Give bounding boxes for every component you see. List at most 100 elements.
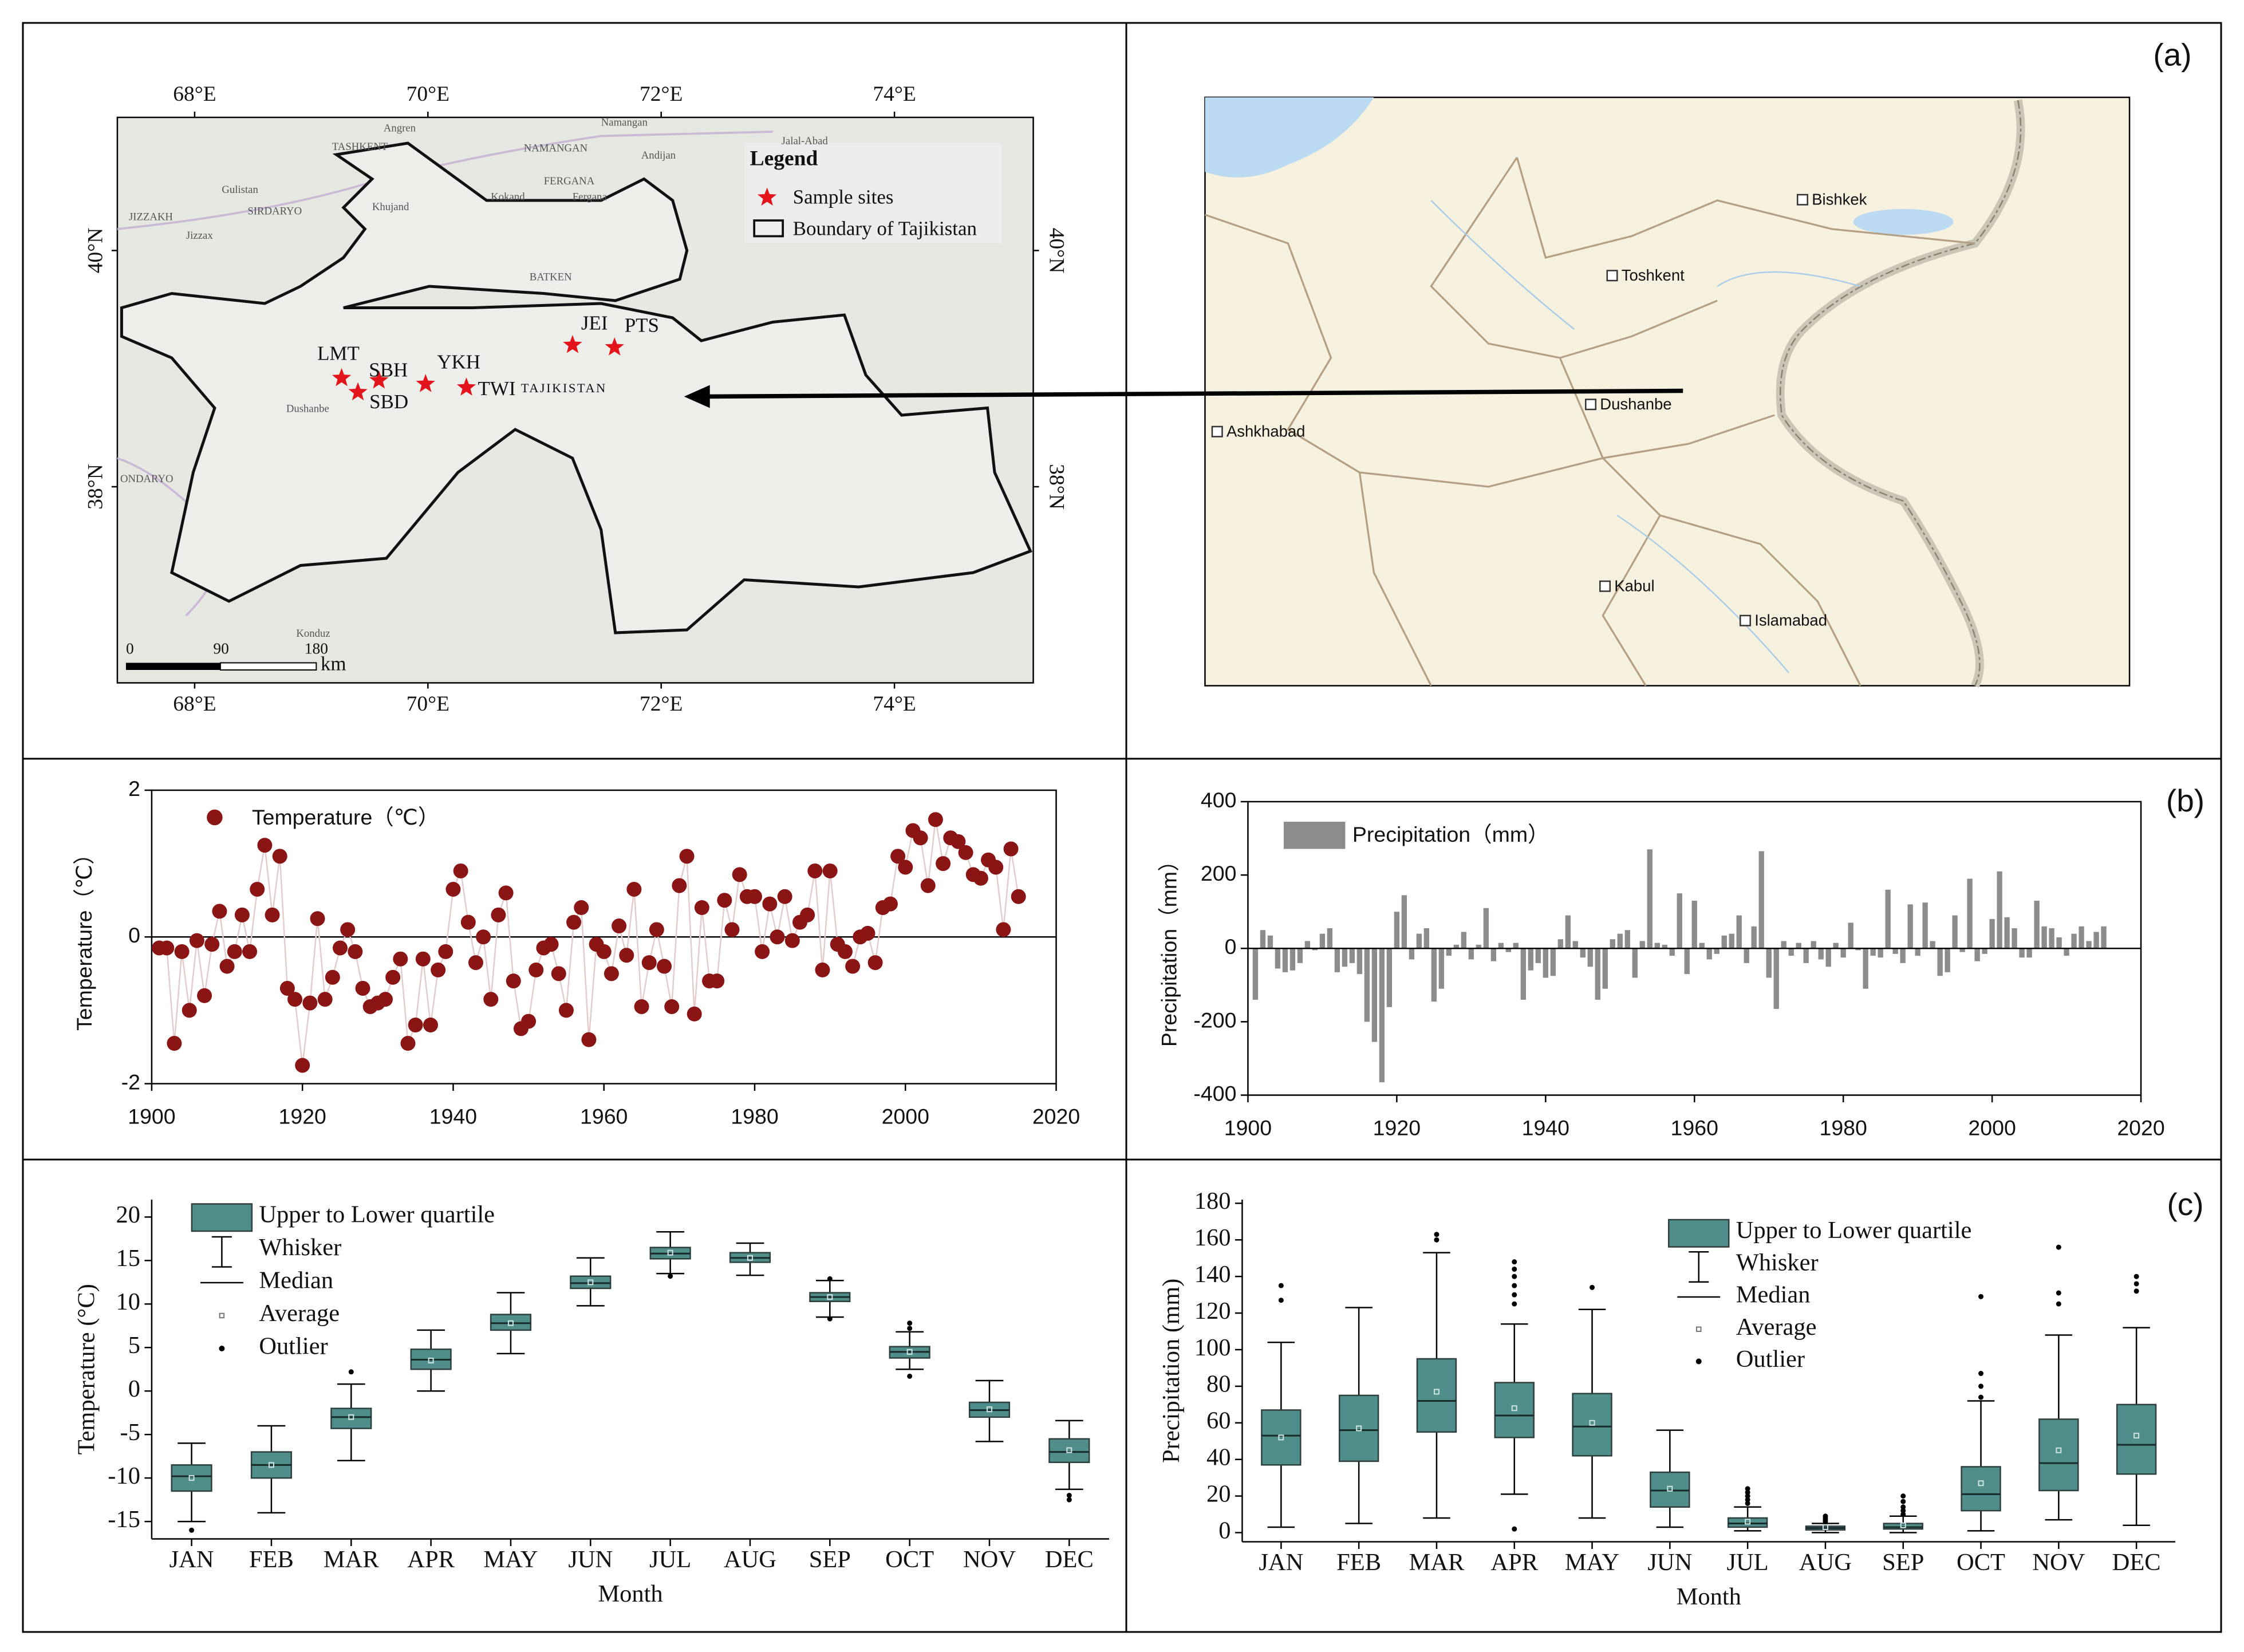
legend-swatch — [191, 1203, 253, 1232]
y-tick-label: -5 — [120, 1419, 140, 1446]
data-point — [641, 955, 657, 971]
mean — [188, 1475, 195, 1481]
arrow — [704, 388, 1683, 399]
bar — [1610, 939, 1615, 949]
y-axis-label: Temperature (°C) — [73, 1284, 100, 1454]
legend-label: Upper to Lower quartile — [1736, 1217, 1972, 1244]
panel-label: (c) — [2167, 1186, 2203, 1222]
bar — [2019, 948, 2025, 958]
outlier — [1512, 1283, 1517, 1288]
bar — [1565, 915, 1571, 949]
data-point — [242, 944, 258, 959]
x-tick-label: SEP — [809, 1546, 851, 1573]
legend-title: Legend — [750, 147, 818, 171]
bar — [1982, 948, 1987, 954]
bar — [1260, 930, 1266, 949]
data-point — [672, 878, 687, 893]
data-point — [438, 944, 453, 959]
bar — [1528, 948, 1533, 971]
mean — [1978, 1480, 1984, 1487]
place-label: Khujand — [372, 201, 409, 213]
bar — [1744, 948, 1749, 963]
mean — [507, 1320, 514, 1326]
outlier — [1900, 1512, 1906, 1517]
box — [1338, 1394, 1379, 1462]
mean — [1278, 1434, 1284, 1441]
city-marker — [1739, 614, 1751, 626]
bar — [2101, 926, 2107, 949]
y-tick-label: 20 — [116, 1201, 140, 1228]
place-label: ONDARYO — [120, 473, 173, 485]
chart: -400 -200 0 200 400 1900 1920 1940 1960 1980 2000 2… — [1157, 788, 2164, 1140]
box — [490, 1314, 532, 1331]
place-label: Angren — [384, 122, 416, 134]
bar — [1632, 948, 1638, 978]
bar — [1892, 948, 1898, 954]
mean — [1511, 1405, 1517, 1412]
bar — [1379, 948, 1385, 1083]
outlier — [1512, 1526, 1517, 1532]
legend-swatch — [1668, 1219, 1730, 1248]
x-tick-label: JUN — [1647, 1549, 1692, 1576]
border-line — [117, 131, 773, 230]
bar — [1736, 915, 1742, 949]
lon-tick-label: 68°E — [173, 692, 216, 716]
data-point — [385, 969, 401, 985]
x-tick-label: MAR — [324, 1546, 379, 1573]
bar — [1654, 943, 1660, 949]
data-point — [890, 849, 906, 864]
outlier — [1745, 1493, 1750, 1499]
box — [330, 1407, 372, 1429]
legend-label: Outlier — [1736, 1346, 1805, 1373]
outlier — [1066, 1493, 1072, 1499]
data-point — [920, 878, 936, 893]
outlier — [907, 1326, 913, 1331]
data-point — [747, 889, 762, 904]
outlier — [1278, 1283, 1284, 1288]
place-label: Andijan — [641, 149, 676, 161]
scale-tick-label: 180 — [305, 640, 328, 657]
legend-star — [758, 187, 777, 206]
box — [1961, 1466, 2001, 1512]
bar — [1729, 933, 1734, 949]
bar — [1543, 948, 1548, 978]
legend-outlier — [219, 1346, 225, 1351]
data-point — [928, 812, 943, 827]
bar — [2086, 941, 2092, 949]
x-tick-label: 1900 — [128, 1104, 175, 1128]
data-point — [958, 845, 973, 860]
data-point — [762, 896, 778, 912]
y-tick-label: 0 — [1218, 1517, 1231, 1544]
bar — [1870, 948, 1876, 956]
outlier — [1745, 1489, 1750, 1495]
data-point — [340, 922, 356, 937]
data-point — [325, 969, 340, 985]
legend-swatch — [1283, 822, 1346, 849]
bar — [1907, 904, 1913, 949]
bar — [1342, 948, 1348, 967]
outlier — [1823, 1513, 1828, 1519]
river — [1430, 200, 1861, 673]
panel-label: (a) — [2153, 37, 2191, 73]
bar — [1297, 948, 1303, 963]
bar — [1937, 948, 1943, 976]
bar — [1900, 948, 1906, 963]
data-point — [566, 914, 582, 930]
bar — [1401, 895, 1407, 949]
mean — [986, 1406, 992, 1413]
y-tick-label: 15 — [116, 1245, 140, 1272]
bar — [1639, 941, 1645, 949]
x-tick-label: FEB — [249, 1546, 294, 1573]
place-label: Fergana — [573, 191, 608, 203]
bar — [1282, 948, 1288, 972]
place-label: Kokand — [491, 191, 525, 203]
bar — [1930, 941, 1935, 949]
outlier — [1745, 1500, 1750, 1506]
bar — [1952, 915, 1958, 949]
x-tick-label: AUG — [724, 1546, 776, 1573]
bar — [1751, 926, 1757, 949]
data-point — [724, 922, 740, 937]
data-point — [302, 995, 318, 1011]
legend-label: Upper to Lower quartile — [259, 1201, 495, 1228]
x-tick-label: 1940 — [1522, 1115, 1569, 1140]
